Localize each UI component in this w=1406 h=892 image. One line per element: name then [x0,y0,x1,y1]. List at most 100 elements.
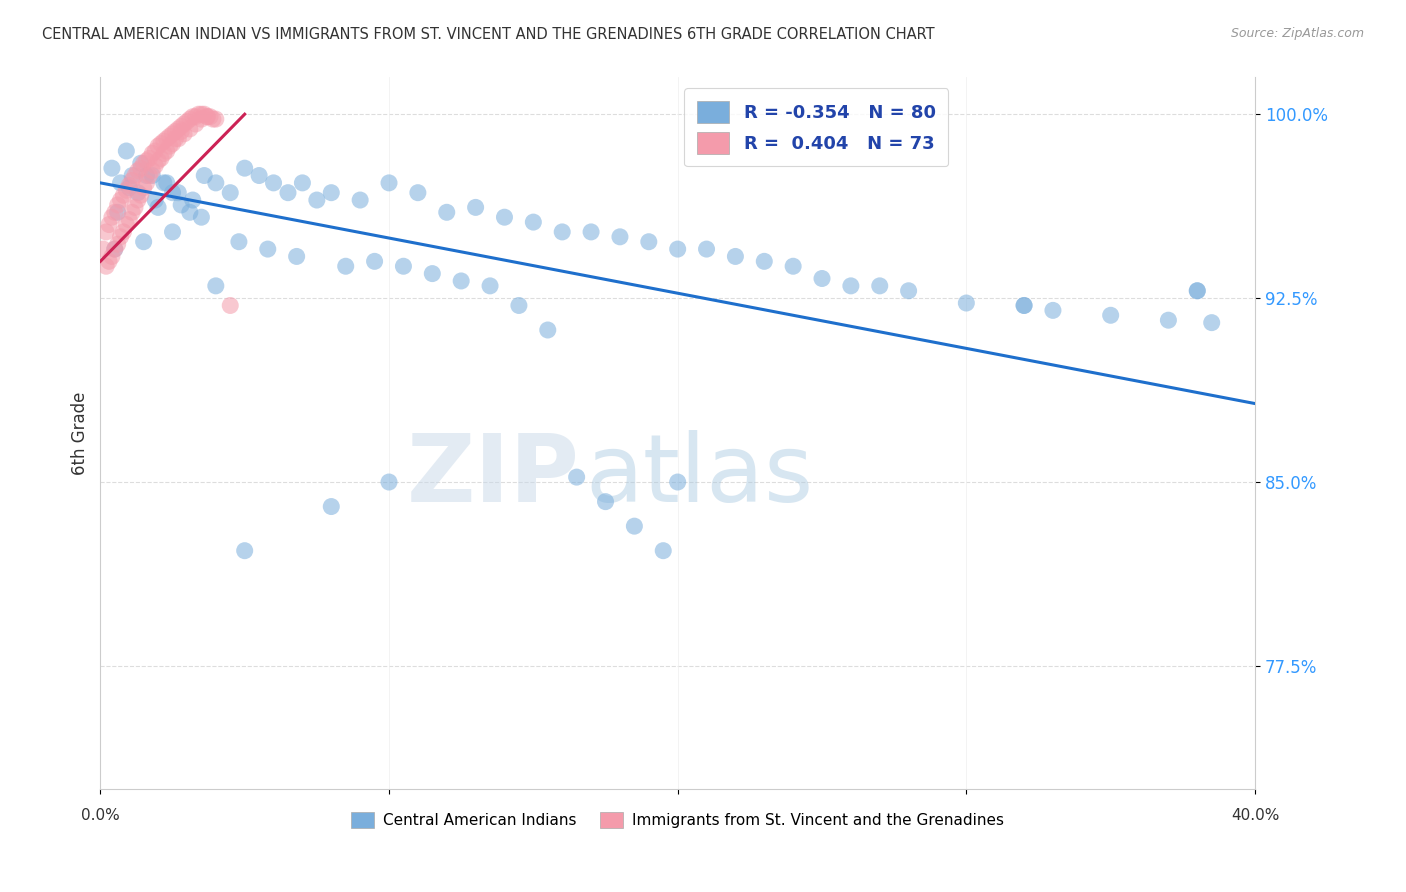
Point [162,127,184,141]
Legend: Central American Indians, Immigrants from St. Vincent and the Grenadines: Central American Indians, Immigrants fro… [346,806,1010,834]
Point [181,110,204,124]
Point [101,211,124,225]
Point [522,215,544,229]
Point [165,124,187,138]
Point [104,242,127,256]
Point [724,249,747,263]
Point [263,176,285,190]
Point [159,129,181,144]
Point [149,136,172,151]
Point [869,278,891,293]
Point [162,186,184,200]
Point [98,254,121,268]
Point [141,169,163,183]
Point [121,173,143,187]
Point [321,186,343,200]
Point [193,169,215,183]
Point [129,156,152,170]
Point [112,188,135,202]
Point [104,242,127,256]
Point [118,181,141,195]
Point [754,254,776,268]
Text: 0.0%: 0.0% [82,808,120,823]
Point [285,249,308,263]
Point [146,153,169,168]
Point [110,193,132,207]
Point [595,494,617,508]
Point [138,152,160,166]
Point [115,183,138,197]
Point [129,161,152,176]
Point [107,198,129,212]
Point [204,176,226,190]
Point [1012,298,1035,312]
Point [121,205,143,219]
Point [104,205,127,219]
Point [110,229,132,244]
Point [420,267,443,281]
Point [141,163,163,178]
Point [181,193,204,207]
Point [153,146,176,161]
Point [107,205,129,219]
Point [132,181,155,195]
Point [170,124,193,138]
Point [1012,298,1035,312]
Point [291,176,314,190]
Point [551,225,574,239]
Point [565,470,588,484]
Point [101,161,124,176]
Point [112,225,135,239]
Point [378,475,401,489]
Point [184,110,207,124]
Point [138,169,160,183]
Point [696,242,718,256]
Point [204,112,226,127]
Point [190,112,212,127]
Point [167,122,190,136]
Point [479,278,502,293]
Point [110,176,132,190]
Text: 40.0%: 40.0% [1230,808,1279,823]
Point [450,274,472,288]
Point [115,218,138,232]
Point [335,259,357,273]
Point [537,323,560,337]
Point [666,242,689,256]
Point [228,235,250,249]
Point [173,127,195,141]
Text: Source: ZipAtlas.com: Source: ZipAtlas.com [1230,27,1364,40]
Point [162,225,184,239]
Point [247,169,270,183]
Point [91,242,114,256]
Point [321,500,343,514]
Point [118,178,141,193]
Point [305,193,328,207]
Point [173,117,195,131]
Point [135,153,157,168]
Point [162,136,184,151]
Point [146,139,169,153]
Point [127,163,149,178]
Point [256,242,278,256]
Point [782,259,804,273]
Point [637,235,659,249]
Point [233,161,256,176]
Point [156,176,179,190]
Point [1157,313,1180,327]
Point [170,120,193,134]
Point [107,237,129,252]
Point [187,107,209,121]
Point [1187,284,1209,298]
Point [190,107,212,121]
Point [143,193,166,207]
Point [167,186,190,200]
Point [609,229,631,244]
Point [204,278,226,293]
Point [392,259,415,273]
Point [184,117,207,131]
Point [233,543,256,558]
Point [195,110,218,124]
Point [132,156,155,170]
Point [135,176,157,190]
